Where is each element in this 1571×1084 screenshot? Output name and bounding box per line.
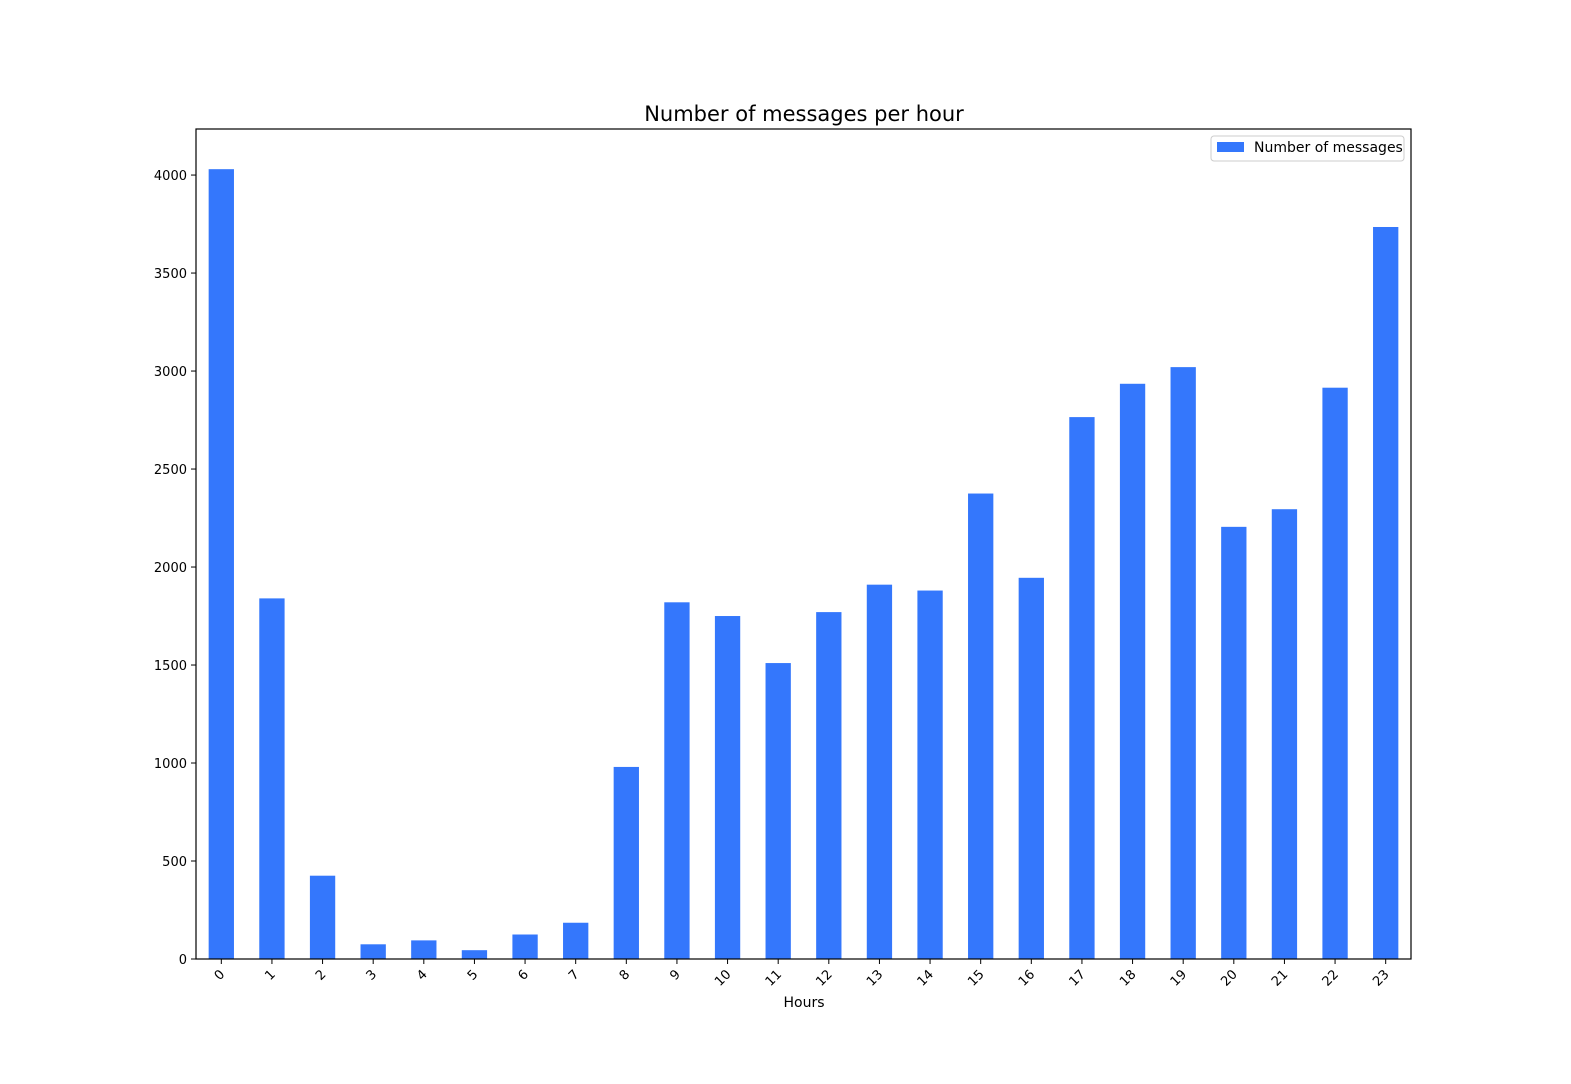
y-tick-label: 1500 [154,659,187,674]
x-axis-label: Hours [783,995,824,1011]
bar [1119,383,1146,959]
bar [259,598,285,959]
x-tick-label: 7 [566,967,582,983]
legend-swatch [1217,142,1244,152]
y-tick-label: 2500 [154,463,187,478]
x-tick-label: 11 [763,967,785,989]
bar [664,602,690,959]
bar [1069,417,1095,959]
bar [968,493,994,959]
x-tick-label: 10 [712,967,734,989]
x-tick-label: 5 [465,967,481,983]
x-tick-label: 1 [262,967,278,983]
y-tick-label: 4000 [154,169,187,184]
y-tick-label: 500 [162,855,187,870]
bar-series [208,169,1399,959]
x-tick-label: 6 [515,967,531,983]
bar [1221,526,1247,959]
x-tick-label: 23 [1370,967,1392,989]
x-tick-label: 4 [414,967,430,983]
legend-label: Number of messages [1254,140,1403,156]
bar [1018,577,1044,959]
x-tick-label: 12 [813,967,835,989]
x-tick-label: 3 [364,967,380,983]
bar [917,590,943,959]
x-tick-label: 16 [1016,967,1038,989]
x-tick-label: 14 [915,967,937,989]
x-tick-label: 13 [864,967,886,989]
x-tick-label: 9 [667,967,683,983]
x-tick-label: 8 [617,967,633,983]
bar [714,616,741,959]
bar [461,950,488,959]
legend: Number of messages [1210,135,1405,162]
bar [309,875,336,959]
plot-frame [195,128,1412,960]
x-tick-label: 0 [212,967,228,983]
y-tick-label: 0 [179,953,187,968]
bar [360,944,386,959]
bar [1373,226,1399,959]
chart-title: Number of messages per hour [644,102,964,126]
bar [411,940,437,959]
x-tick-label: 17 [1066,967,1088,989]
x-tick-label: 18 [1117,967,1139,989]
x-tick-label: 19 [1168,967,1190,989]
bar [816,612,842,959]
bar [866,584,893,959]
bar [512,934,538,959]
legend-box [1210,135,1405,162]
x-tick-label: 2 [313,967,329,983]
x-tick-label: 22 [1320,967,1342,989]
bar [613,766,639,959]
y-tick-label: 1000 [154,757,187,772]
x-tick-label: 21 [1269,967,1291,989]
bar [1170,367,1196,959]
bar [208,169,234,959]
y-tick-label: 3000 [154,365,187,380]
bar [1322,387,1348,959]
y-tick-label: 3500 [154,267,187,282]
x-axis: 0 1 2 3 4 5 6 7 8 9 10 11 12 13 14 15 16 17 18 19 20 21 22 23 [212,959,1393,990]
y-tick-label: 2000 [154,561,187,576]
x-tick-label: 15 [965,967,987,989]
bar [1271,509,1298,959]
y-axis: 0 500 1000 1500 2000 2500 3000 3500 4000 [154,169,196,968]
x-tick-label: 20 [1218,967,1240,989]
bar [563,922,589,959]
bar [765,663,791,959]
